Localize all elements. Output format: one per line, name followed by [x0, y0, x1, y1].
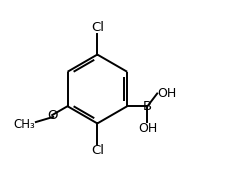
Text: B: B: [142, 100, 151, 113]
Text: OH: OH: [137, 122, 156, 135]
Text: OH: OH: [157, 87, 176, 100]
Text: CH₃: CH₃: [13, 118, 35, 131]
Text: Cl: Cl: [90, 21, 103, 34]
Text: O: O: [47, 109, 57, 122]
Text: Cl: Cl: [90, 144, 103, 157]
